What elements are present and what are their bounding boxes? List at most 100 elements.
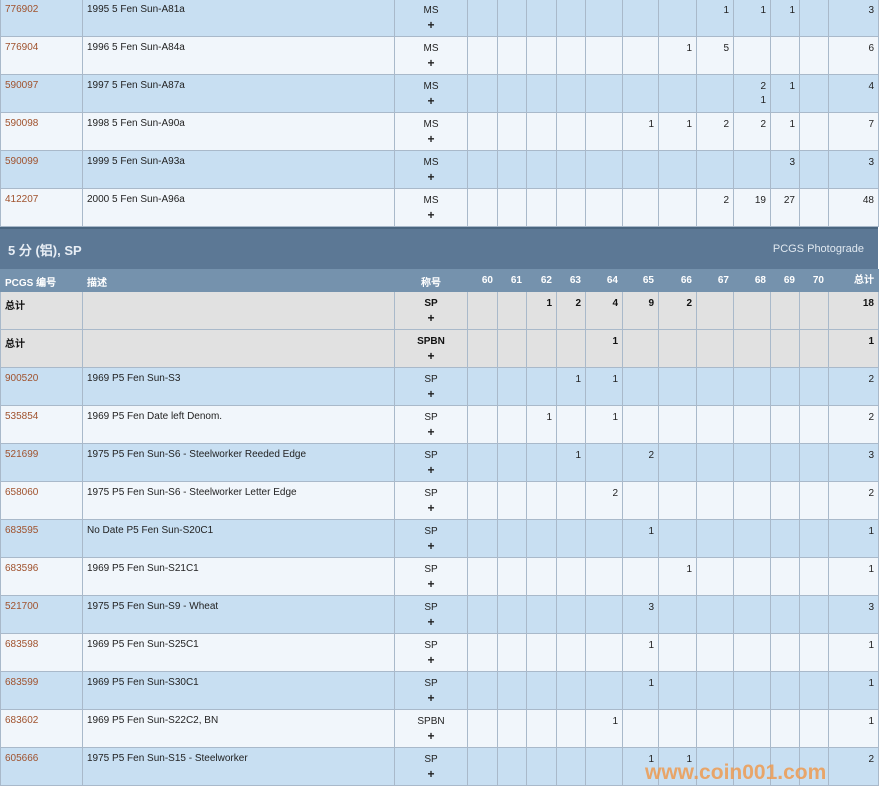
population-count[interactable]: 1 <box>546 298 552 309</box>
pcgs-number-link[interactable]: 521699 <box>5 449 39 460</box>
pcgs-number-link[interactable]: 683599 <box>5 677 39 688</box>
population-count[interactable]: 1 <box>760 5 766 16</box>
pcgs-number-link[interactable]: 521700 <box>5 601 39 612</box>
total-count[interactable]: 18 <box>862 298 874 309</box>
population-count[interactable]: 5 <box>723 43 729 54</box>
total-count[interactable]: 3 <box>868 157 874 168</box>
count-cell-63 <box>556 557 586 596</box>
population-count[interactable]: 2 <box>760 81 766 92</box>
pcgs-number-link[interactable]: 605666 <box>5 753 39 764</box>
total-count[interactable]: 1 <box>868 336 874 347</box>
header-pcgs-number[interactable]: PCGS 编号 <box>0 269 83 292</box>
pcgs-number-link[interactable]: 776904 <box>5 42 39 53</box>
total-count[interactable]: 3 <box>868 5 874 16</box>
total-count[interactable]: 4 <box>868 81 874 92</box>
count-cell-65 <box>622 709 659 748</box>
population-count[interactable]: 1 <box>789 5 795 16</box>
header-grade-68[interactable]: 68 <box>733 269 771 292</box>
population-count[interactable]: 9 <box>648 298 654 309</box>
population-count[interactable]: 1 <box>686 119 692 130</box>
total-count[interactable]: 1 <box>868 564 874 575</box>
header-total[interactable]: 总计 <box>828 269 879 292</box>
header-grade[interactable]: 称号 <box>394 269 468 292</box>
population-count[interactable]: 3 <box>789 157 795 168</box>
population-count[interactable]: 1 <box>686 754 692 765</box>
population-count[interactable]: 2 <box>575 298 581 309</box>
total-count[interactable]: 7 <box>868 119 874 130</box>
header-grade-65[interactable]: 65 <box>622 269 659 292</box>
header-grade-60[interactable]: 60 <box>467 269 498 292</box>
plus-grade-label: + <box>427 132 435 146</box>
header-grade-70[interactable]: 70 <box>799 269 829 292</box>
population-count[interactable]: 1 <box>648 119 654 130</box>
count-cell-69 <box>770 671 800 710</box>
pcgs-number-link[interactable]: 658060 <box>5 487 39 498</box>
pcgs-number-link[interactable]: 776902 <box>5 4 39 15</box>
population-count[interactable]: 1 <box>789 119 795 130</box>
population-count[interactable]: 4 <box>612 298 618 309</box>
total-count[interactable]: 2 <box>868 488 874 499</box>
population-count[interactable]: 2 <box>723 119 729 130</box>
population-count[interactable]: 19 <box>754 195 766 206</box>
pcgs-number-link[interactable]: 590098 <box>5 118 39 129</box>
header-description[interactable]: 描述 <box>82 269 395 292</box>
header-grade-63[interactable]: 63 <box>556 269 586 292</box>
pcgs-number-link[interactable]: 535854 <box>5 411 39 422</box>
total-count[interactable]: 2 <box>868 754 874 765</box>
population-count[interactable]: 1 <box>789 81 795 92</box>
population-count[interactable]: 2 <box>612 488 618 499</box>
description-cell: 1996 5 Fen Sun-A84a <box>82 36 395 75</box>
count-cell-69 <box>770 291 800 330</box>
pcgs-number-link[interactable]: 412207 <box>5 194 39 205</box>
total-count[interactable]: 6 <box>868 43 874 54</box>
count-cell-62 <box>526 74 557 113</box>
pcgs-number-link[interactable]: 683596 <box>5 563 39 574</box>
total-count[interactable]: 1 <box>868 526 874 537</box>
total-count[interactable]: 3 <box>868 602 874 613</box>
population-count[interactable]: 1 <box>612 374 618 385</box>
population-count[interactable]: 27 <box>783 195 795 206</box>
population-count[interactable]: 1 <box>648 526 654 537</box>
population-count[interactable]: 1 <box>686 564 692 575</box>
total-count[interactable]: 48 <box>862 195 874 206</box>
population-count[interactable]: 1 <box>612 412 618 423</box>
pcgs-number-link[interactable]: 683602 <box>5 715 39 726</box>
population-count[interactable]: 2 <box>648 450 654 461</box>
population-count[interactable]: 1 <box>612 336 618 347</box>
pcgs-number-link[interactable]: 590097 <box>5 80 39 91</box>
header-grade-62[interactable]: 62 <box>526 269 557 292</box>
population-count[interactable]: 1 <box>648 754 654 765</box>
population-count[interactable]: 1 <box>648 640 654 651</box>
population-count[interactable]: 1 <box>686 43 692 54</box>
population-count[interactable]: 1 <box>575 450 581 461</box>
total-count[interactable]: 1 <box>868 678 874 689</box>
population-count[interactable]: 2 <box>686 298 692 309</box>
plus-population-count[interactable]: 1 <box>760 95 766 106</box>
header-grade-66[interactable]: 66 <box>658 269 697 292</box>
pcgs-number-link[interactable]: 683595 <box>5 525 39 536</box>
total-count[interactable]: 1 <box>868 716 874 727</box>
total-count[interactable]: 2 <box>868 412 874 423</box>
total-count[interactable]: 2 <box>868 374 874 385</box>
population-count[interactable]: 1 <box>723 5 729 16</box>
pcgs-number-link[interactable]: 590099 <box>5 156 39 167</box>
pcgs-number-link[interactable]: 683598 <box>5 639 39 650</box>
pcgs-number-cell: 605666 <box>0 747 83 786</box>
count-cell-62 <box>526 150 557 189</box>
count-cell-64 <box>585 443 623 482</box>
header-grade-69[interactable]: 69 <box>770 269 800 292</box>
header-grade-67[interactable]: 67 <box>696 269 734 292</box>
population-count[interactable]: 1 <box>575 374 581 385</box>
population-count[interactable]: 2 <box>723 195 729 206</box>
population-count[interactable]: 1 <box>546 412 552 423</box>
header-grade-61[interactable]: 61 <box>497 269 527 292</box>
header-grade-64[interactable]: 64 <box>585 269 623 292</box>
population-count[interactable]: 2 <box>760 119 766 130</box>
population-count[interactable]: 1 <box>612 716 618 727</box>
total-count[interactable]: 1 <box>868 640 874 651</box>
population-count[interactable]: 1 <box>648 678 654 689</box>
photograde-link[interactable]: PCGS Photograde <box>772 243 864 255</box>
pcgs-number-link[interactable]: 900520 <box>5 373 39 384</box>
population-count[interactable]: 3 <box>648 602 654 613</box>
total-count[interactable]: 3 <box>868 450 874 461</box>
